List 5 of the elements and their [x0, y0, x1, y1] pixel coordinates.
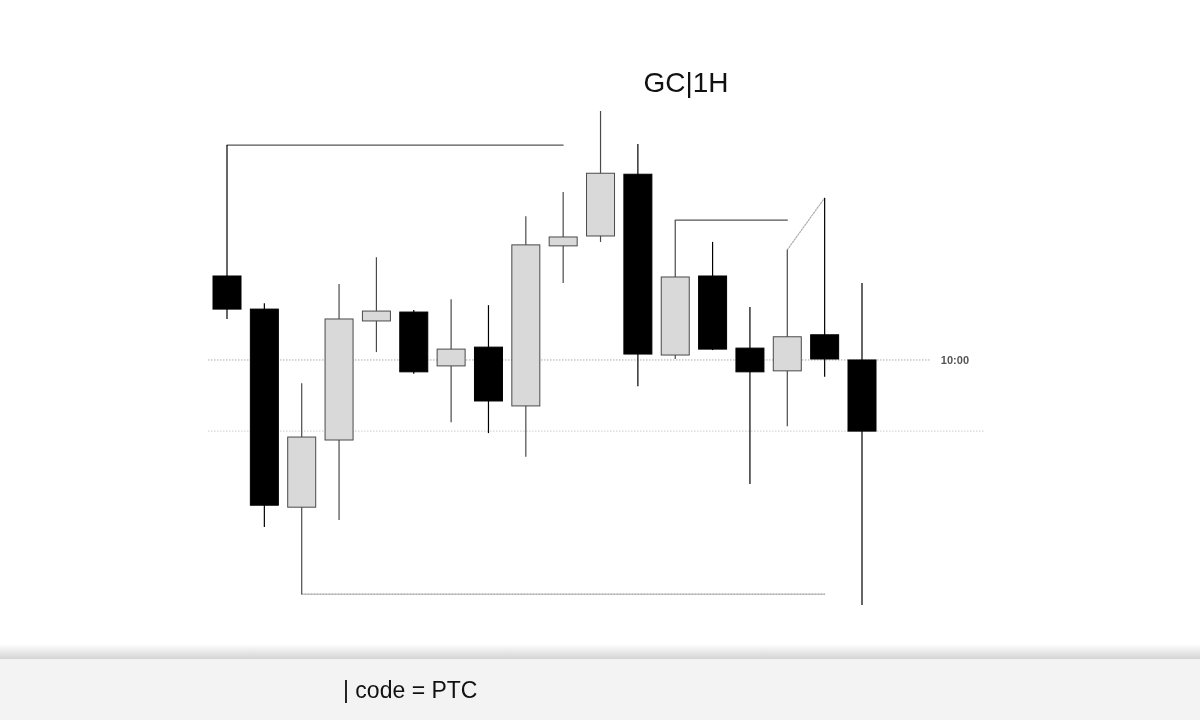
chart-title: GC|1H [643, 67, 729, 98]
candlestick [361, 256, 391, 353]
ref-line-label: 10:00 [940, 353, 969, 366]
text: | code = PTC [343, 677, 478, 703]
candlestick [548, 191, 578, 284]
